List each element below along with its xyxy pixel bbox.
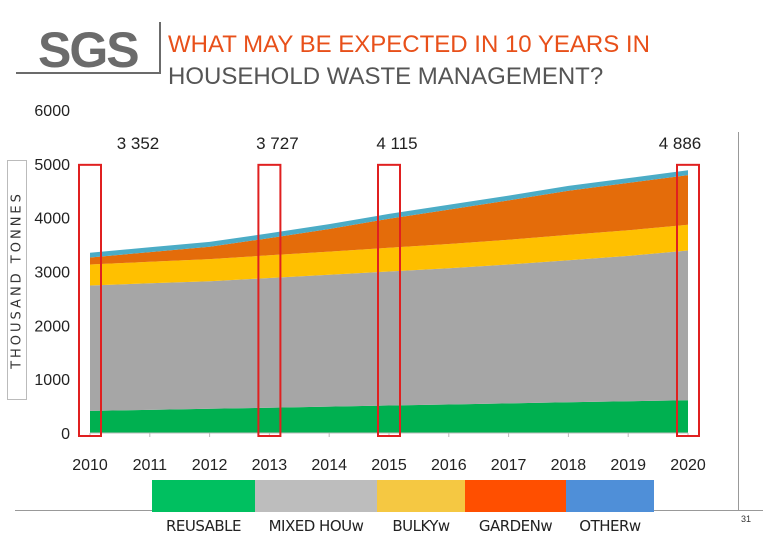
logo-underline: [16, 72, 161, 74]
total-label: 4 115: [376, 134, 417, 153]
legend-label: GARDENw: [478, 517, 553, 535]
legend-label: MIXED HOUw: [268, 517, 364, 535]
y-tick-label: 5000: [34, 157, 70, 174]
x-tick-label: 2020: [670, 457, 706, 474]
total-label: 3 352: [117, 134, 160, 153]
title-line-2: HOUSEHOLD WASTE MANAGEMENT?: [168, 63, 604, 90]
legend-swatch: [152, 480, 255, 512]
sgs-logo: SGS: [16, 22, 161, 78]
x-tick-label: 2018: [551, 457, 587, 474]
legend-item: REUSABLE: [152, 480, 255, 540]
legend-label: BULKYw: [392, 517, 450, 535]
legend-label: OTHERw: [579, 517, 641, 535]
legend-item: BULKYw: [377, 480, 465, 540]
total-label: 3 727: [256, 134, 299, 153]
right-divider: [738, 132, 739, 510]
y-tick-label: 3000: [34, 265, 70, 282]
legend-item: OTHERw: [566, 480, 654, 540]
highlight-box: [257, 163, 282, 437]
y-tick-label: 4000: [34, 211, 70, 228]
x-tick-label: 2012: [192, 457, 228, 474]
highlight-box: [78, 163, 102, 437]
area-gardenw: [90, 175, 688, 265]
title-line-1: WHAT MAY BE EXPECTED IN 10 YEARS IN: [168, 31, 650, 58]
area-reusable: [90, 400, 688, 433]
x-tick-label: 2013: [252, 457, 288, 474]
legend-swatch: [465, 480, 566, 512]
x-tick-label: 2017: [491, 457, 527, 474]
legend-item: MIXED HOUw: [255, 480, 377, 540]
legend-swatch: [377, 480, 465, 512]
x-tick-label: 2015: [371, 457, 407, 474]
area-mixed-houw: [90, 250, 688, 411]
y-axis-label-box: THOUSAND TONNES: [7, 160, 27, 400]
y-tick-label: 2000: [34, 318, 70, 335]
legend: REUSABLE MIXED HOUw BULKYw GARDENw OTHERw: [152, 480, 654, 540]
legend-swatch: [255, 480, 377, 512]
y-tick-label: 1000: [34, 372, 70, 389]
x-tick-label: 2016: [431, 457, 467, 474]
x-tick-label: 2010: [72, 457, 108, 474]
x-tick-label: 2011: [133, 457, 168, 474]
legend-swatch: [566, 480, 654, 512]
y-tick-label: 0: [61, 426, 70, 443]
legend-label: REUSABLE: [165, 517, 242, 535]
total-label: 4 886: [659, 134, 702, 153]
highlight-box: [676, 163, 700, 437]
logo-text: SGS: [38, 22, 140, 78]
legend-item: GARDENw: [465, 480, 566, 540]
y-tick-label: 6000: [34, 103, 70, 120]
x-tick-label: 2019: [610, 457, 646, 474]
area-bulkyw: [90, 224, 688, 286]
page-number: 31: [741, 514, 752, 524]
logo-divider: [159, 22, 161, 74]
area-otherw: [90, 170, 688, 258]
highlight-box: [377, 163, 401, 437]
x-tick-label: 2014: [311, 457, 347, 474]
